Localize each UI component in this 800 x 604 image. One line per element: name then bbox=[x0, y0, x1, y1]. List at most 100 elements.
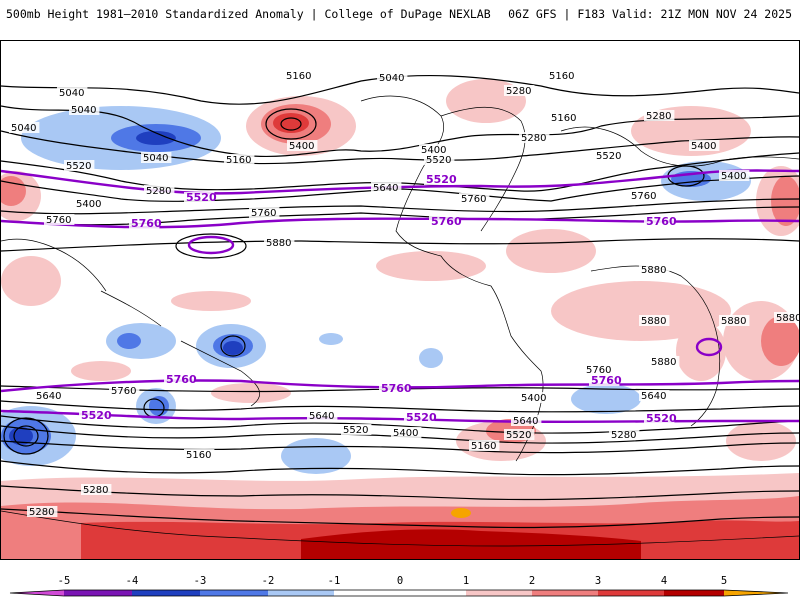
colorbar-tick-label: 0 bbox=[396, 575, 404, 587]
contour-label: 5160 bbox=[549, 71, 574, 82]
contour-label-bg bbox=[341, 424, 372, 435]
contour-label: 5400 bbox=[393, 428, 418, 439]
contour-label-bg bbox=[549, 112, 580, 123]
contour-label-bold-bg bbox=[129, 218, 160, 229]
contour-label: 5880 bbox=[266, 238, 291, 249]
contour-label-bg bbox=[64, 160, 95, 171]
contour-label: 5040 bbox=[143, 153, 168, 164]
contour-label-bold-bg bbox=[184, 192, 215, 203]
contour-label: 5520 bbox=[343, 425, 368, 436]
contour-label-bg bbox=[57, 87, 88, 98]
anomaly-area bbox=[71, 361, 131, 381]
contour-label: 5640 bbox=[641, 391, 666, 402]
contour-label: 5040 bbox=[379, 73, 404, 84]
colorbar-tick-label: -1 bbox=[327, 575, 341, 587]
map-title: 500mb Height 1981–2010 Standardized Anom… bbox=[6, 7, 491, 21]
contour-label: 5280 bbox=[146, 186, 171, 197]
contour-label: 5280 bbox=[83, 485, 108, 496]
anomaly-map[interactable]: 5040 5040 5040 5040 5040 5160 5160 5160 5160 5160… bbox=[0, 40, 800, 560]
contour-label-bg bbox=[69, 104, 100, 115]
contour-label: 5520 bbox=[596, 151, 621, 162]
contour-label-bg bbox=[609, 429, 640, 440]
contour-label-bold: 5760 bbox=[591, 374, 622, 387]
colorbar-tick-label: -4 bbox=[125, 575, 139, 587]
contour-label: 5880 bbox=[651, 357, 676, 368]
contour-label-bg bbox=[644, 110, 675, 121]
contour-label-bg bbox=[629, 190, 660, 201]
contour-label-bg bbox=[27, 506, 58, 517]
colorbar-seg-0 bbox=[334, 590, 466, 596]
contour-label-bg bbox=[519, 392, 550, 403]
contour-label-bold-bg bbox=[644, 413, 675, 424]
contour-label-bg bbox=[144, 185, 175, 196]
contour-label-bg bbox=[9, 122, 40, 133]
contour-label-bg bbox=[639, 315, 670, 326]
contour-label: 5400 bbox=[691, 141, 716, 152]
contour-label: 5400 bbox=[421, 145, 446, 156]
colorbar-seg-m3 bbox=[132, 590, 200, 596]
contour-labels-black: 5040 5040 5040 5040 5040 5160 5160 5160 5160 5160… bbox=[9, 70, 799, 518]
contour-label-bg bbox=[224, 154, 255, 165]
contour-label-bold-bg bbox=[589, 375, 620, 386]
colorbar-tick-label: -2 bbox=[261, 575, 275, 587]
contour-label-bold-bg bbox=[404, 412, 435, 423]
anomaly-area bbox=[273, 113, 309, 133]
contour-label-bg bbox=[74, 198, 105, 209]
contour-label-bg bbox=[719, 170, 750, 181]
contour-label-bg bbox=[719, 315, 750, 326]
contour-label-bg bbox=[81, 484, 112, 495]
contour-label: 5160 bbox=[286, 71, 311, 82]
contour-label-bg bbox=[141, 152, 172, 163]
anomaly-area bbox=[211, 383, 291, 403]
contour-label-bold-bg bbox=[79, 410, 110, 421]
contour-label: 5400 bbox=[289, 141, 314, 152]
contour-label: 5160 bbox=[226, 155, 251, 166]
contour-label: 5640 bbox=[513, 416, 538, 427]
colorbar-seg-m1 bbox=[268, 590, 334, 596]
contour-label-bg bbox=[307, 410, 338, 421]
contour-label-bg bbox=[774, 312, 799, 323]
contour-label: 5520 bbox=[426, 155, 451, 166]
contour-label-bg bbox=[34, 390, 65, 401]
contour-label: 5880 bbox=[641, 265, 666, 276]
contour-label: 5280 bbox=[521, 133, 546, 144]
anomaly-area bbox=[571, 384, 641, 414]
colorbar-seg-p3 bbox=[598, 590, 664, 596]
anomaly-area bbox=[1, 176, 26, 206]
contour-label: 5760 bbox=[111, 386, 136, 397]
anomaly-area bbox=[761, 316, 799, 366]
colorbar-tick-label: 4 bbox=[660, 575, 668, 587]
anomaly-area bbox=[117, 333, 141, 349]
contour-label: 5040 bbox=[11, 123, 36, 134]
contour-label-bg bbox=[547, 70, 578, 81]
contour-label-bold-bg bbox=[379, 383, 410, 394]
contour-label-bg bbox=[391, 427, 422, 438]
contour-label: 5040 bbox=[71, 105, 96, 116]
contour-label-bg bbox=[469, 440, 500, 451]
contour-label: 5760 bbox=[251, 208, 276, 219]
contour-label-bold: 5520 bbox=[186, 191, 217, 204]
contour-label: 5280 bbox=[646, 111, 671, 122]
contour-label: 5160 bbox=[551, 113, 576, 124]
contour-label: 5760 bbox=[586, 365, 611, 376]
anomaly-area bbox=[771, 176, 799, 226]
contour-label-bg bbox=[184, 449, 215, 460]
contour-label-bold: 5760 bbox=[131, 217, 162, 230]
colorbar-tick-label: 5 bbox=[720, 575, 728, 587]
contour-label-bold-bg bbox=[644, 216, 675, 227]
anomaly-area bbox=[223, 341, 243, 355]
anomaly-area bbox=[171, 291, 251, 311]
colorbar-graphic bbox=[9, 589, 789, 597]
model-valid-time: 06Z GFS | F183 Valid: 21Z MON NOV 24 202… bbox=[508, 7, 792, 21]
colorbar-tick-label: -3 bbox=[193, 575, 207, 587]
contour-label-bold-bg bbox=[429, 216, 460, 227]
contour-label-bg bbox=[649, 356, 680, 367]
colorbar-seg-p4 bbox=[664, 590, 724, 596]
contour-label: 5400 bbox=[76, 199, 101, 210]
anomaly-colorbar: -5 -4 -3 -2 -1 0 1 2 3 4 5 bbox=[0, 560, 800, 600]
contour-label-bg bbox=[639, 390, 670, 401]
contour-label: 5280 bbox=[506, 86, 531, 97]
contour-label: 5160 bbox=[471, 441, 496, 452]
colorbar-seg-p1 bbox=[466, 590, 532, 596]
contour-label: 5640 bbox=[309, 411, 334, 422]
